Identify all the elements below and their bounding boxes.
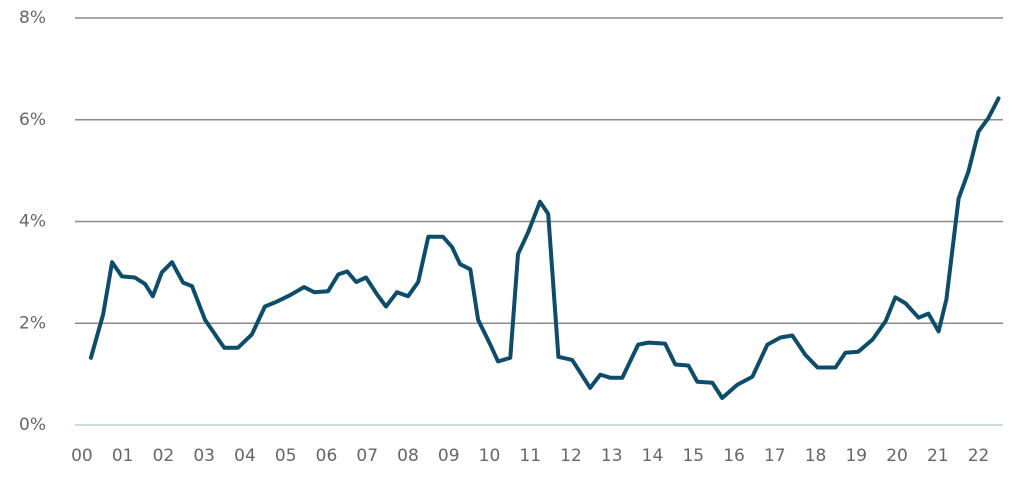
x-tick-label: 16 (723, 446, 745, 466)
x-tick-label: 13 (601, 446, 623, 466)
x-tick-label: 12 (560, 446, 582, 466)
x-tick-label: 11 (519, 446, 541, 466)
x-tick-label: 18 (805, 446, 827, 466)
x-tick-label: 19 (845, 446, 867, 466)
x-tick-label: 09 (438, 446, 460, 466)
line-series (88, 96, 1001, 400)
x-tick-label: 04 (234, 446, 256, 466)
x-tick-label: 10 (479, 446, 501, 466)
x-tick-label: 17 (764, 446, 786, 466)
x-tick-label: 15 (682, 446, 704, 466)
x-tick-label: 07 (356, 446, 378, 466)
y-tick-label: 6% (19, 110, 46, 130)
x-tick-label: 01 (112, 446, 134, 466)
y-tick-label: 4% (19, 212, 46, 232)
y-tick-label: 8% (19, 8, 46, 28)
y-tick-label: 2% (19, 313, 46, 333)
x-tick-label: 02 (153, 446, 175, 466)
x-tick-label: 08 (397, 446, 419, 466)
x-tick-label: 06 (316, 446, 338, 466)
x-tick-label: 05 (275, 446, 297, 466)
x-tick-label: 20 (886, 446, 908, 466)
x-tick-label: 03 (193, 446, 215, 466)
x-tick-label: 21 (927, 446, 949, 466)
y-tick-label: 0% (19, 415, 46, 435)
x-tick-label: 00 (71, 446, 93, 466)
x-tick-label: 22 (968, 446, 990, 466)
x-tick-label: 14 (642, 446, 664, 466)
